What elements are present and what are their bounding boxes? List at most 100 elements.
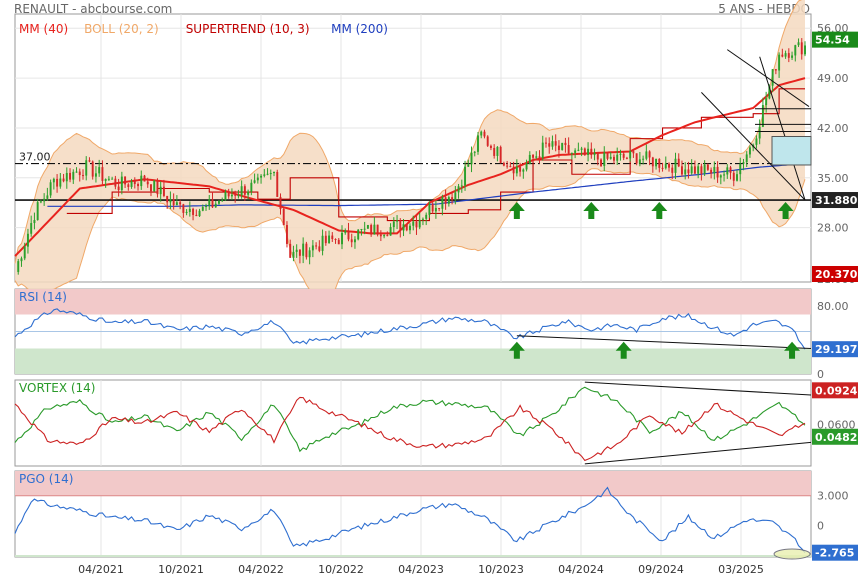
candle-body <box>250 182 253 192</box>
candle-body <box>574 150 577 153</box>
candle-body <box>781 54 784 57</box>
candle-body <box>451 197 454 200</box>
candle-body <box>363 228 366 230</box>
candle-body <box>162 186 165 196</box>
candle-body <box>561 142 564 150</box>
rsi-title: RSI (14) <box>19 290 67 304</box>
buy-arrow-icon <box>777 202 794 220</box>
panel-frame-2 <box>14 379 812 467</box>
x-tick-label: 09/2024 <box>638 563 684 576</box>
candle-body <box>295 249 298 252</box>
candle-body <box>603 152 606 166</box>
candle-body <box>710 169 713 174</box>
candle-body <box>697 166 700 174</box>
candle-body <box>486 136 489 146</box>
candle-body <box>477 135 479 152</box>
y-tick-label: 49.00 <box>817 72 849 85</box>
rsi-trendline <box>516 335 812 349</box>
legend-entry: MM (40) <box>19 22 68 36</box>
candle-body <box>434 207 437 212</box>
vortex-plus-badge-bg <box>812 428 858 445</box>
candle-body <box>726 167 729 175</box>
x-tick-label: 03/2025 <box>718 563 764 576</box>
candle-body <box>538 156 541 158</box>
candle-body <box>111 178 114 180</box>
candle-body <box>159 186 162 195</box>
buy-arrow-icon <box>583 202 600 220</box>
candle-body <box>648 151 651 158</box>
candle-body <box>263 174 266 176</box>
candle-body <box>625 157 628 159</box>
candle-body <box>75 171 78 173</box>
candle-body <box>266 173 269 175</box>
candle-body <box>114 178 117 187</box>
x-tick-label: 04/2023 <box>398 563 444 576</box>
candle-body <box>593 152 596 156</box>
candle-body <box>221 200 224 202</box>
candle-body <box>415 221 418 228</box>
candle-body <box>493 147 496 156</box>
pgo-badge: -2.765 <box>815 547 854 560</box>
candle-body <box>438 207 441 209</box>
candle-body <box>606 152 609 159</box>
candle-body <box>62 178 65 182</box>
candle-body <box>201 207 204 211</box>
price-badge: 31.880 <box>815 194 858 207</box>
candle-body <box>800 42 803 55</box>
candle-body <box>169 199 172 203</box>
candle-body <box>234 194 237 196</box>
vortex-trendline <box>584 381 812 396</box>
candle-body <box>570 152 573 154</box>
candle-body <box>583 148 586 156</box>
candle-body <box>36 202 39 221</box>
candle-body <box>580 148 583 150</box>
candle-body <box>674 158 677 173</box>
candle-body <box>379 234 382 237</box>
candle-body <box>308 250 311 258</box>
candle-body <box>535 156 538 158</box>
bollinger-lower-line <box>14 168 806 300</box>
vortex-minus-badge-bg <box>812 382 858 399</box>
candle-body <box>545 142 547 144</box>
candle-body <box>17 261 20 272</box>
legend-entry: BOLL (20, 2) <box>84 22 159 36</box>
candle-body <box>331 235 334 240</box>
candle-body <box>166 195 169 203</box>
x-tick-label: 04/2022 <box>238 563 284 576</box>
candle-body <box>632 151 635 154</box>
candle-body <box>292 251 295 258</box>
pgo-line <box>14 486 806 554</box>
candle-body <box>150 184 152 192</box>
candle-body <box>20 258 23 262</box>
candle-body <box>182 204 185 213</box>
candle-body <box>723 174 726 176</box>
candle-body <box>237 195 240 197</box>
trendline <box>727 49 810 107</box>
candle-body <box>82 175 84 177</box>
candle-body <box>619 153 622 155</box>
vortex-plus-badge: 0.0482 <box>815 431 857 444</box>
candle-body <box>791 55 794 58</box>
candle-body <box>315 245 318 247</box>
candle-body <box>525 163 528 170</box>
candle-body <box>431 204 434 212</box>
candle-body <box>46 195 49 199</box>
candle-body <box>282 208 285 226</box>
candle-body <box>211 199 214 208</box>
candle-body <box>285 225 288 244</box>
candle-body <box>557 145 560 150</box>
candle-body <box>94 173 97 177</box>
candle-body <box>713 166 716 174</box>
candle-body <box>334 239 337 241</box>
candle-body <box>567 145 570 154</box>
vortex-plus-line <box>14 386 806 453</box>
candle-body <box>376 224 379 235</box>
buy-arrow-icon <box>508 202 525 220</box>
candle-body <box>645 151 648 159</box>
candle-body <box>350 239 353 243</box>
pgo-highlight-ellipse <box>773 548 811 560</box>
candle-body <box>360 229 363 231</box>
candle-body <box>56 178 59 187</box>
y-tick-label: 35.00 <box>817 172 849 185</box>
